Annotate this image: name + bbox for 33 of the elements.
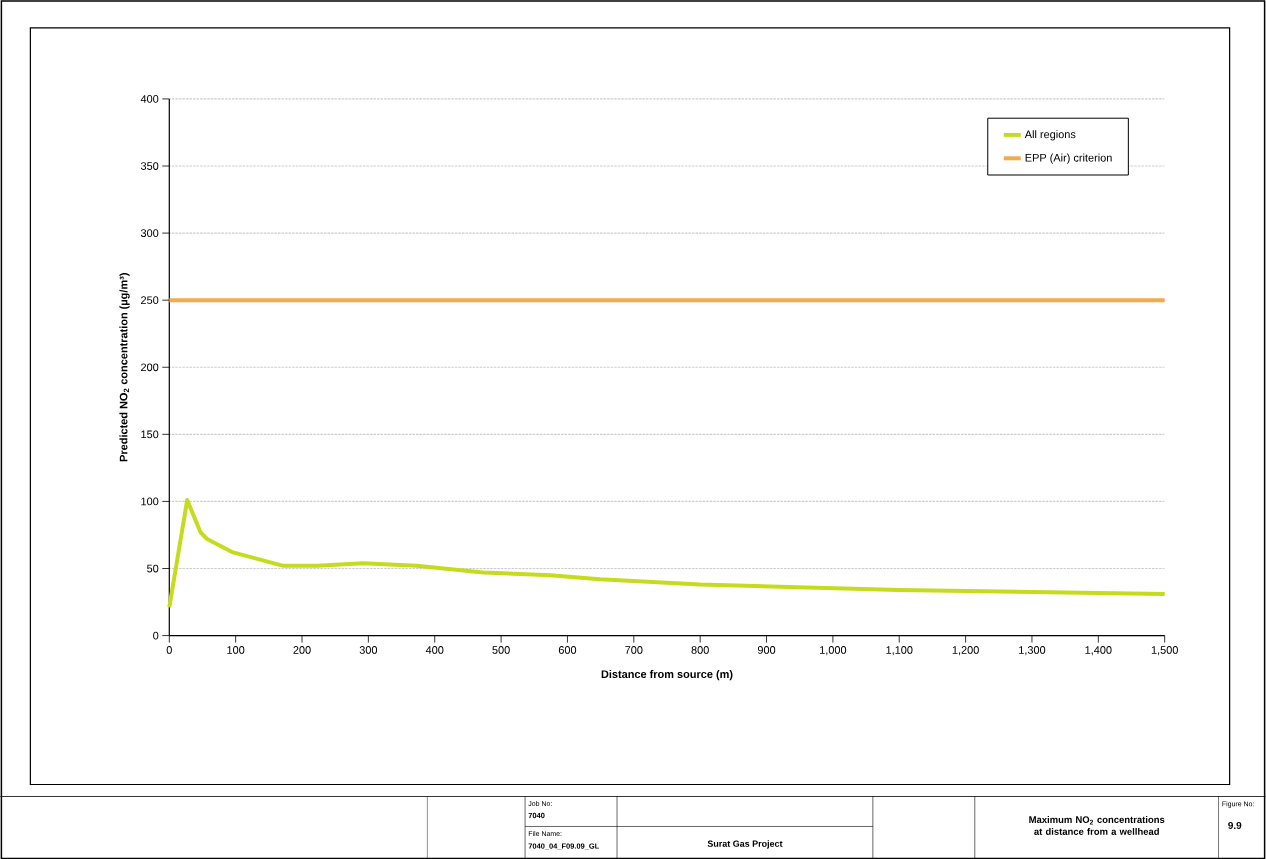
text: Surat Gas Project [707,840,783,849]
text: 9.9 [1228,821,1242,829]
y-tick-label: 300 [140,229,159,237]
x-tick-label: 300 [359,645,378,654]
text: Maximum NO$_{2}$ concentrations at distance from a wellhead [1029,815,1165,835]
y-axis-title: Predicted NO$_{2}$ concentration (µg/m³) [119,272,130,461]
x-tick-label: 200 [293,645,311,654]
x-tick-label: 1,200 [952,645,979,655]
line-series [167,497,1167,610]
y-tick-label: 350 [140,161,159,170]
y-tick-label: 150 [141,430,159,438]
x-tick-label: 1,400 [1085,645,1112,655]
x-tick-label: 100 [227,645,245,654]
x-tick-label: 1,100 [886,645,913,655]
x-tick-label: 1,300 [1019,645,1046,655]
y-tick-label: 50 [147,564,159,573]
legend-label: All regions [1024,129,1076,141]
y-tick-label: 200 [141,363,159,371]
y-tick-label: 250 [141,296,159,304]
x-tick-label: 1,000 [820,645,847,655]
x-tick-label: 1,500 [1151,645,1178,655]
x-tick-label: 600 [558,645,577,654]
x-tick-label: 800 [691,645,709,654]
x-axis-title: Distance from source (m) [601,669,733,680]
y-tick-label: 100 [141,497,159,506]
x-tick-label: 0 [166,645,172,654]
x-tick-label: 900 [757,645,776,654]
x-tick-label: 400 [425,645,444,654]
x-tick-label: 500 [492,645,510,654]
legend-label: EPP (Air) criterion [1025,153,1112,164]
x-tick-label: 700 [625,645,643,654]
y-tick-label: 400 [140,94,159,103]
y-tick-label: 0 [153,631,159,640]
